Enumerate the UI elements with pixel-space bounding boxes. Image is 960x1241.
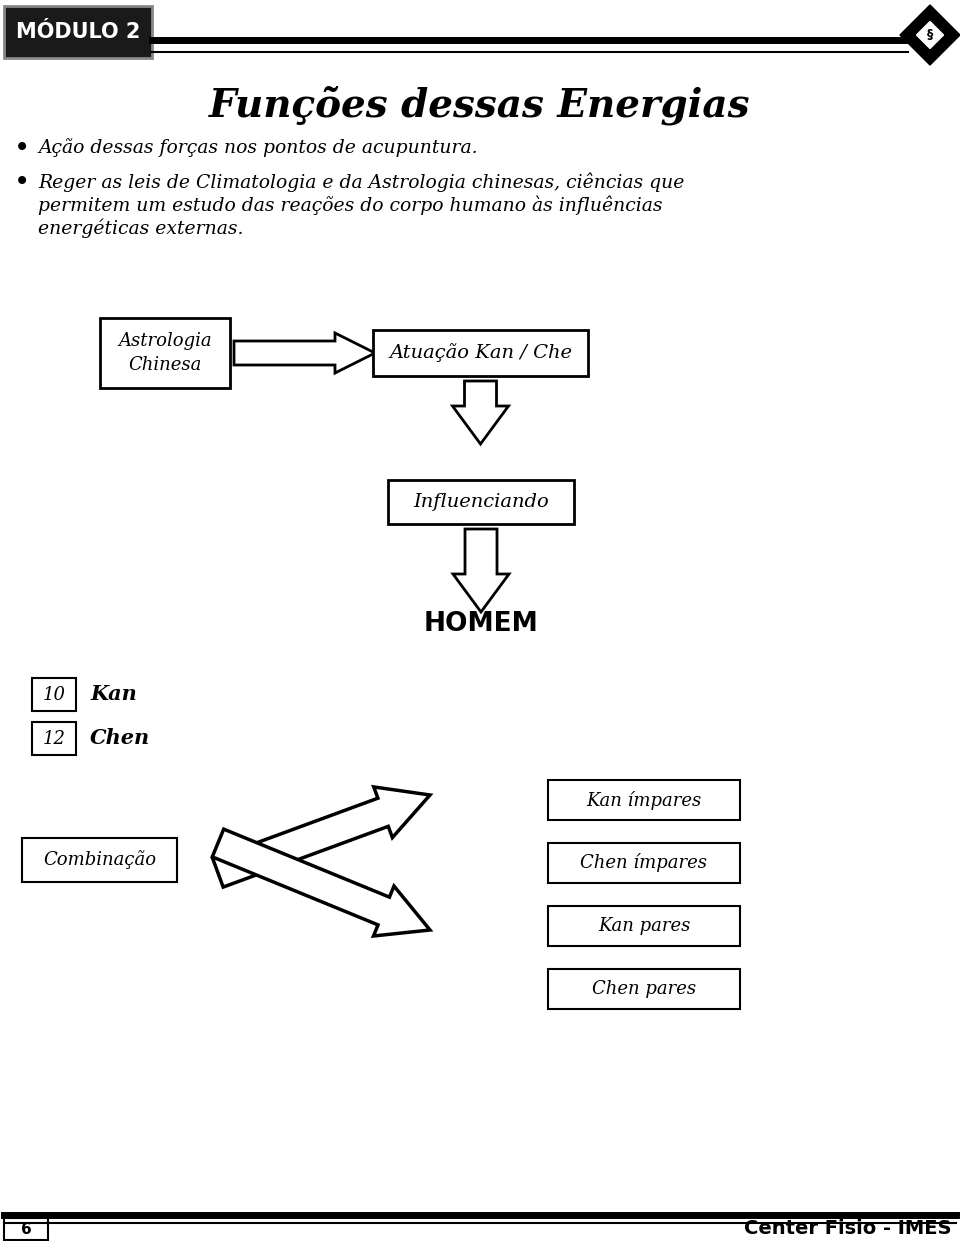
Text: 6: 6 bbox=[20, 1221, 32, 1236]
Text: 10: 10 bbox=[42, 685, 65, 704]
Bar bbox=[373, 330, 588, 376]
Text: Atuação Kan / Che: Atuação Kan / Che bbox=[389, 344, 572, 362]
Text: 12: 12 bbox=[42, 730, 65, 747]
Text: Ação dessas forças nos pontos de acupuntura.: Ação dessas forças nos pontos de acupunt… bbox=[38, 139, 478, 158]
Polygon shape bbox=[213, 787, 430, 887]
Text: Astrologia
Chinesa: Astrologia Chinesa bbox=[118, 333, 212, 374]
Bar bbox=[32, 678, 76, 711]
Text: MÓDULO 2: MÓDULO 2 bbox=[15, 22, 140, 42]
Text: Kan ímpares: Kan ímpares bbox=[587, 791, 702, 809]
Bar bbox=[548, 781, 740, 820]
Text: •: • bbox=[13, 134, 30, 163]
Text: §: § bbox=[926, 29, 933, 41]
Text: Combinação: Combinação bbox=[43, 850, 156, 870]
Bar bbox=[4, 1217, 48, 1240]
Bar bbox=[22, 838, 177, 882]
Text: Funções dessas Energias: Funções dessas Energias bbox=[209, 86, 751, 125]
Polygon shape bbox=[900, 5, 960, 65]
Polygon shape bbox=[452, 381, 509, 444]
Text: Influenciando: Influenciando bbox=[413, 493, 549, 511]
Polygon shape bbox=[212, 829, 430, 936]
Text: HOMEM: HOMEM bbox=[423, 611, 539, 637]
Bar bbox=[388, 480, 574, 524]
Text: Kan: Kan bbox=[90, 685, 136, 705]
Bar bbox=[4, 6, 152, 58]
Text: energéticas externas.: energéticas externas. bbox=[38, 218, 244, 238]
Text: Chen pares: Chen pares bbox=[592, 980, 696, 998]
Text: Center Fisio - IMES: Center Fisio - IMES bbox=[745, 1220, 952, 1239]
Text: permitem um estudo das reações do corpo humano às influências: permitem um estudo das reações do corpo … bbox=[38, 195, 662, 215]
Polygon shape bbox=[234, 333, 375, 374]
Bar bbox=[548, 843, 740, 884]
Bar bbox=[548, 969, 740, 1009]
Polygon shape bbox=[917, 21, 944, 48]
Bar bbox=[32, 722, 76, 755]
Text: Reger as leis de Climatologia e da Astrologia chinesas, ciências que: Reger as leis de Climatologia e da Astro… bbox=[38, 172, 684, 192]
Polygon shape bbox=[453, 529, 509, 612]
Text: •: • bbox=[13, 168, 30, 196]
Text: Kan pares: Kan pares bbox=[598, 917, 690, 934]
Text: Chen ímpares: Chen ímpares bbox=[581, 854, 708, 872]
Bar bbox=[100, 318, 230, 388]
Bar bbox=[548, 906, 740, 946]
Text: Chen: Chen bbox=[90, 728, 150, 748]
